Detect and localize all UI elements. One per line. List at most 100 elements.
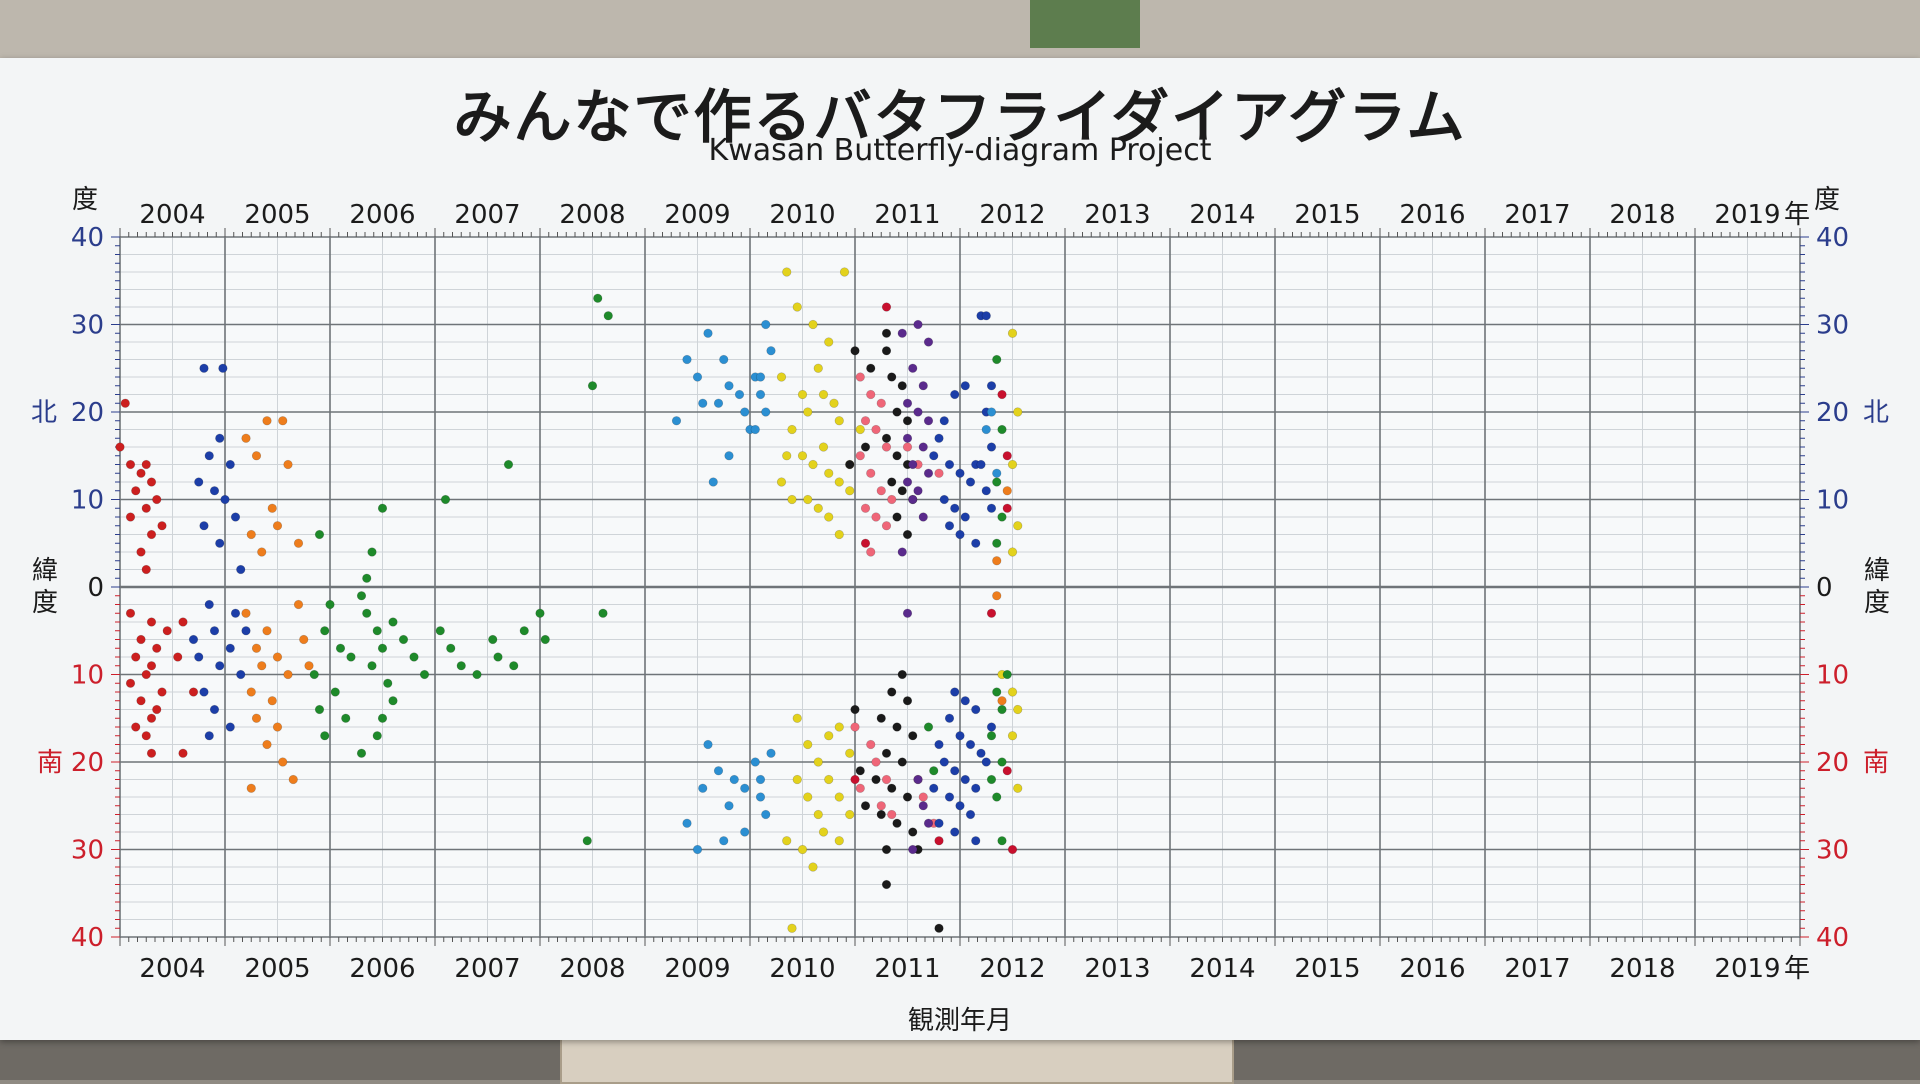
data-point — [860, 416, 871, 426]
data-point — [955, 801, 965, 811]
data-point — [682, 818, 692, 828]
data-point — [965, 477, 976, 487]
data-point — [136, 634, 146, 645]
x-tick-label-bottom: 2012 — [979, 954, 1045, 984]
data-point — [204, 731, 214, 741]
data-point — [708, 477, 718, 487]
data-point — [446, 643, 456, 653]
latitude-label-left-1: 緯 — [32, 556, 58, 586]
data-point — [204, 451, 214, 461]
data-point — [388, 696, 398, 706]
data-point — [908, 459, 918, 470]
data-point — [876, 486, 886, 496]
data-point — [204, 599, 214, 610]
x-tick-label-top: 2007 — [454, 200, 520, 230]
data-point — [320, 626, 330, 636]
data-point — [834, 529, 844, 540]
data-point — [887, 809, 897, 820]
x-tick-label-top: 2015 — [1294, 200, 1360, 230]
x-tick-label-top: 2016 — [1399, 200, 1465, 230]
data-point — [887, 372, 897, 382]
data-point — [892, 722, 902, 732]
data-point — [782, 267, 792, 277]
data-point — [929, 766, 939, 776]
degree-unit-left: 度 — [72, 185, 98, 215]
data-point — [535, 608, 545, 618]
data-point — [787, 494, 797, 505]
data-point — [913, 319, 923, 330]
data-point — [241, 608, 251, 618]
data-point — [902, 792, 913, 802]
data-point — [986, 608, 997, 618]
data-point — [997, 696, 1007, 706]
data-point — [866, 468, 876, 478]
data-point — [719, 836, 729, 846]
data-point — [981, 311, 991, 321]
data-point — [797, 451, 808, 461]
data-point — [792, 774, 802, 785]
data-point — [971, 783, 981, 793]
data-point — [146, 713, 157, 723]
data-point — [246, 687, 256, 697]
x-tick-label-top: 2006 — [349, 200, 415, 230]
data-point — [908, 494, 918, 505]
x-tick-label-bottom: 2015 — [1294, 954, 1360, 984]
data-point — [797, 844, 808, 855]
data-point — [1013, 783, 1023, 793]
data-point — [939, 416, 949, 426]
data-point — [136, 468, 146, 478]
data-point — [892, 818, 902, 828]
data-point — [902, 416, 913, 426]
data-point — [824, 774, 834, 785]
data-point — [692, 372, 703, 382]
data-point — [220, 494, 230, 505]
data-point — [367, 547, 377, 557]
data-point — [362, 573, 372, 583]
y-tick-label-left: 30 — [71, 836, 104, 866]
data-point — [209, 486, 220, 496]
data-point — [356, 748, 367, 758]
data-point — [713, 398, 724, 408]
data-point — [682, 354, 692, 365]
data-point — [503, 459, 514, 470]
y-tick-label-right: 30 — [1816, 311, 1849, 341]
data-point — [913, 486, 923, 496]
data-point — [797, 389, 808, 400]
data-point — [971, 538, 981, 548]
data-point — [950, 827, 960, 837]
data-point — [897, 486, 907, 496]
data-point — [782, 836, 792, 846]
y-tick-label-right: 20 — [1816, 748, 1849, 778]
data-point — [703, 328, 713, 338]
data-point — [598, 608, 608, 618]
data-point — [372, 626, 382, 636]
data-point — [603, 311, 613, 321]
data-point — [986, 442, 997, 452]
data-point — [902, 442, 913, 452]
data-point — [787, 424, 797, 435]
data-point — [992, 792, 1002, 802]
data-point — [1007, 459, 1018, 470]
data-point — [309, 669, 319, 680]
data-point — [755, 389, 766, 400]
data-point — [934, 923, 944, 933]
x-tick-label-bottom: 2011 — [874, 954, 940, 984]
data-point — [1002, 766, 1012, 776]
data-point — [918, 512, 928, 522]
data-point — [803, 494, 813, 505]
data-point — [902, 696, 913, 706]
data-point — [178, 748, 188, 758]
data-point — [218, 363, 228, 373]
data-point — [152, 643, 162, 653]
y-tick-label-left: 30 — [71, 311, 104, 341]
data-point — [257, 661, 267, 671]
data-point — [881, 748, 892, 758]
data-point — [881, 521, 892, 531]
y-tick-label-right: 20 — [1816, 398, 1849, 428]
data-point — [950, 389, 960, 400]
data-point — [230, 608, 241, 618]
data-point — [157, 687, 167, 697]
data-point — [230, 512, 241, 522]
data-point — [698, 783, 708, 793]
data-point — [713, 766, 724, 776]
